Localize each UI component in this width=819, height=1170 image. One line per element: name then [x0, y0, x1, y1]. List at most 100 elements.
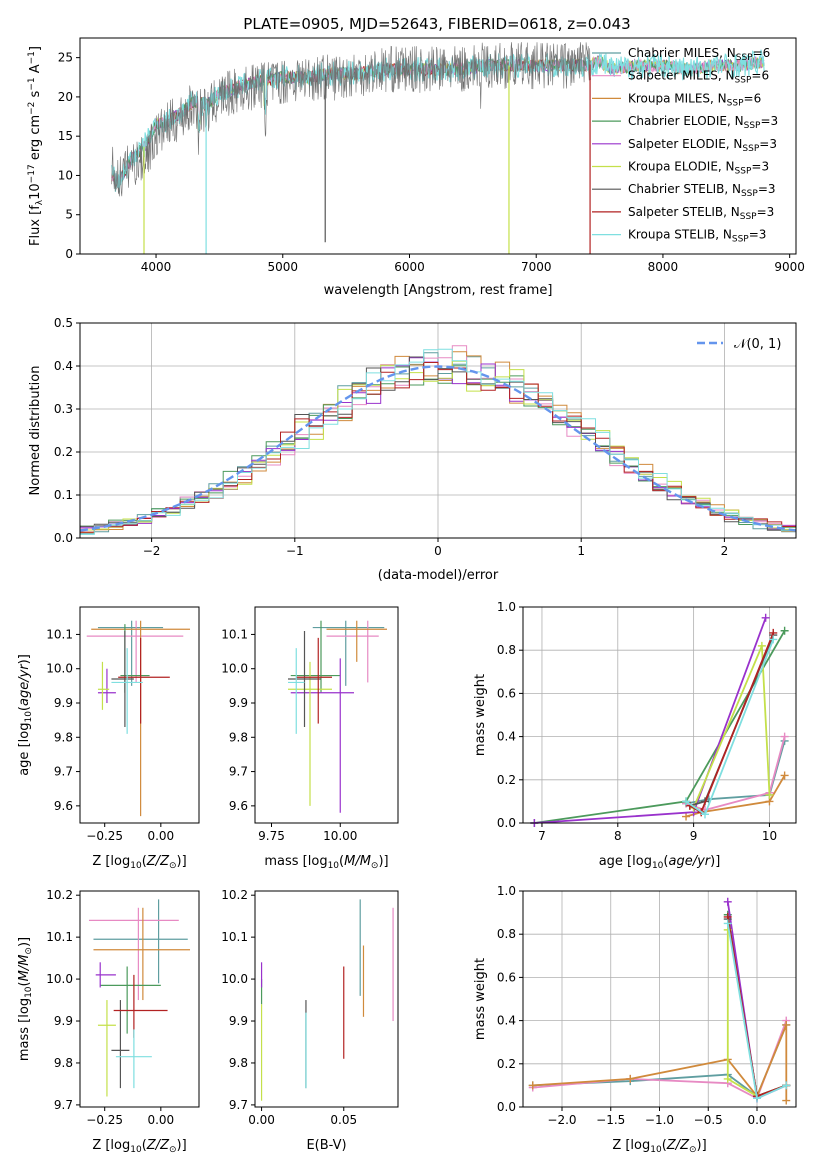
- x-tick-label: −0.5: [694, 1113, 723, 1127]
- x-tick-label: −1.5: [596, 1113, 625, 1127]
- x-axis-label-part: )]: [378, 854, 388, 869]
- x-tick-label: 0.00: [248, 1113, 275, 1127]
- y-axis-label-part: erg cm: [28, 115, 43, 164]
- x-tick-label: 0.00: [147, 1113, 174, 1127]
- legend-entry-part: Salpeter MILES, N: [628, 69, 735, 83]
- y-axis-label-part: mass [log: [17, 998, 32, 1061]
- weight-marker: [780, 626, 789, 635]
- x-tick-label: −2.0: [547, 1113, 576, 1127]
- y-tick-label: 0.0: [54, 531, 73, 545]
- x-tick-label: 2: [721, 544, 729, 558]
- y-axis-label-part: )]: [17, 937, 32, 947]
- x-axis-label-part: )]: [710, 854, 720, 869]
- x-axis-label-part: Z [log: [612, 1138, 650, 1153]
- x-axis-label: Z [log10(Z/Z⊙)]: [92, 1138, 186, 1155]
- x-axis-label-part: )]: [697, 1138, 707, 1153]
- spectrum-panel: 4000 5000 6000 7000 8000 9000 0 5 10 15 20 25 wavele…: [27, 37, 805, 298]
- y-tick-label: 10.0: [221, 662, 248, 676]
- legend-entry: Salpeter STELIB, NSSP=3: [628, 205, 774, 222]
- y-tick-label: 9.7: [229, 1098, 248, 1112]
- weight-marker: [780, 771, 789, 780]
- y-tick-label: 10.0: [46, 972, 73, 986]
- weight-marker: [757, 641, 766, 650]
- y-axis-label-part: A: [28, 64, 43, 77]
- x-tick-label: 0.00: [147, 829, 174, 843]
- legend-entry-part: =3: [749, 228, 767, 242]
- legend-entry-part: SSP: [735, 167, 752, 177]
- y-tick-label: 9.7: [54, 765, 73, 779]
- x-tick-label: 10: [762, 829, 777, 843]
- x-axis-label-part: mass [log: [264, 854, 327, 869]
- y-tick-label: 9.9: [54, 1014, 73, 1028]
- y-axis-label-part: (: [17, 706, 32, 711]
- y-tick-label: 1.0: [497, 884, 516, 898]
- y-tick-label: 9.9: [54, 696, 73, 710]
- axes-frame: [79, 606, 200, 824]
- y-tick-label: 9.8: [54, 1056, 73, 1070]
- x-axis-label: wavelength [Angstrom, rest frame]: [324, 283, 553, 298]
- legend-entry-part: Chabrier MILES, N: [628, 46, 736, 60]
- x-axis-label: E(B-V): [306, 1138, 346, 1153]
- x-tick-label: 0.0: [747, 1113, 766, 1127]
- y-tick-label: 5: [65, 208, 73, 222]
- y-axis-label-part: age/yr: [17, 663, 32, 706]
- y-axis-label-part: −1: [27, 77, 37, 90]
- weight-marker: [682, 797, 691, 806]
- x-axis-label-part: (: [142, 854, 147, 869]
- legend-entry-part: SSP: [744, 121, 761, 131]
- y-tick-label: 0.1: [54, 488, 73, 502]
- axes-frame: [79, 37, 797, 255]
- legend-entry-part: =3: [760, 114, 778, 128]
- y-tick-label: 10.2: [221, 888, 248, 902]
- y-axis-label: mass weight: [473, 958, 488, 1040]
- y-tick-label: 0.0: [497, 1100, 516, 1114]
- y-tick-label: 10.1: [221, 930, 248, 944]
- legend-entry-part: =6: [744, 91, 762, 105]
- x-tick-label: −0.25: [86, 1113, 123, 1127]
- legend-entry-part: Salpeter ELODIE, N: [628, 137, 742, 151]
- y-axis-label-part: 10: [28, 183, 43, 200]
- y-axis-label-part: −2: [27, 102, 37, 115]
- y-axis-label-part: λ: [35, 199, 45, 205]
- x-tick-label: 9: [690, 829, 698, 843]
- x-axis-label: Z [log10(Z/Z⊙)]: [92, 854, 186, 871]
- x-tick-label: 10.00: [323, 829, 357, 843]
- y-axis-label-part: −1: [27, 51, 37, 64]
- y-tick-label: 0.2: [497, 773, 516, 787]
- weight-marker: [723, 1074, 732, 1083]
- age-vs-mass-panel: 9.75 10.00 9.6 9.7 9.8 9.9 10.0 10.1 mass [log10…: [221, 606, 399, 871]
- y-axis-label-part: Flux [f: [28, 205, 43, 246]
- legend-entry-part: SSP: [736, 53, 753, 63]
- y-tick-label: 0.2: [54, 445, 73, 459]
- legend-entry-part: =3: [758, 182, 776, 196]
- x-axis-label: (data-model)/error: [378, 568, 499, 583]
- y-tick-label: 0.4: [497, 730, 516, 744]
- y-tick-label: 9.8: [54, 730, 73, 744]
- x-axis-label-part: (: [339, 854, 344, 869]
- weight-marker: [626, 1074, 635, 1083]
- x-tick-label: 0: [434, 544, 442, 558]
- legend-entry: Chabrier STELIB, NSSP=3: [628, 182, 776, 199]
- x-axis-label-part: (: [142, 1138, 147, 1153]
- spectrum-model-line: [111, 49, 765, 193]
- x-axis-label-part: )]: [177, 1138, 187, 1153]
- x-axis-label: Z [log10(Z/Z⊙)]: [612, 1138, 706, 1155]
- x-tick-label: 9.75: [258, 829, 285, 843]
- weight-marker: [782, 1020, 791, 1029]
- axes-frame: [522, 606, 797, 824]
- weight-marker: [765, 790, 774, 799]
- y-tick-label: 9.7: [229, 765, 248, 779]
- y-axis-label-part: −17: [27, 164, 37, 183]
- weight-vs-z-panel: −2.0 −1.5 −1.0 −0.5 0.0 0.0 0.2 0.4 0.6 0.8 1.0 Z […: [473, 884, 797, 1155]
- legend-entry-part: Salpeter STELIB, N: [628, 205, 740, 219]
- residuals-panel: −2 −1 0 1 2 0.0 0.1 0.2 0.3 0.4 0.5 (data-model)/er…: [28, 316, 797, 583]
- x-tick-label: 9000: [774, 260, 805, 274]
- x-axis-label: mass [log10(M/M⊙)]: [264, 854, 388, 871]
- weight-marker: [682, 812, 691, 821]
- x-axis-label-part: ⊙: [371, 861, 379, 871]
- y-tick-label: 10: [58, 168, 73, 182]
- x-tick-label: 8: [614, 829, 622, 843]
- x-tick-label: −1: [286, 544, 304, 558]
- y-tick-label: 9.9: [229, 1014, 248, 1028]
